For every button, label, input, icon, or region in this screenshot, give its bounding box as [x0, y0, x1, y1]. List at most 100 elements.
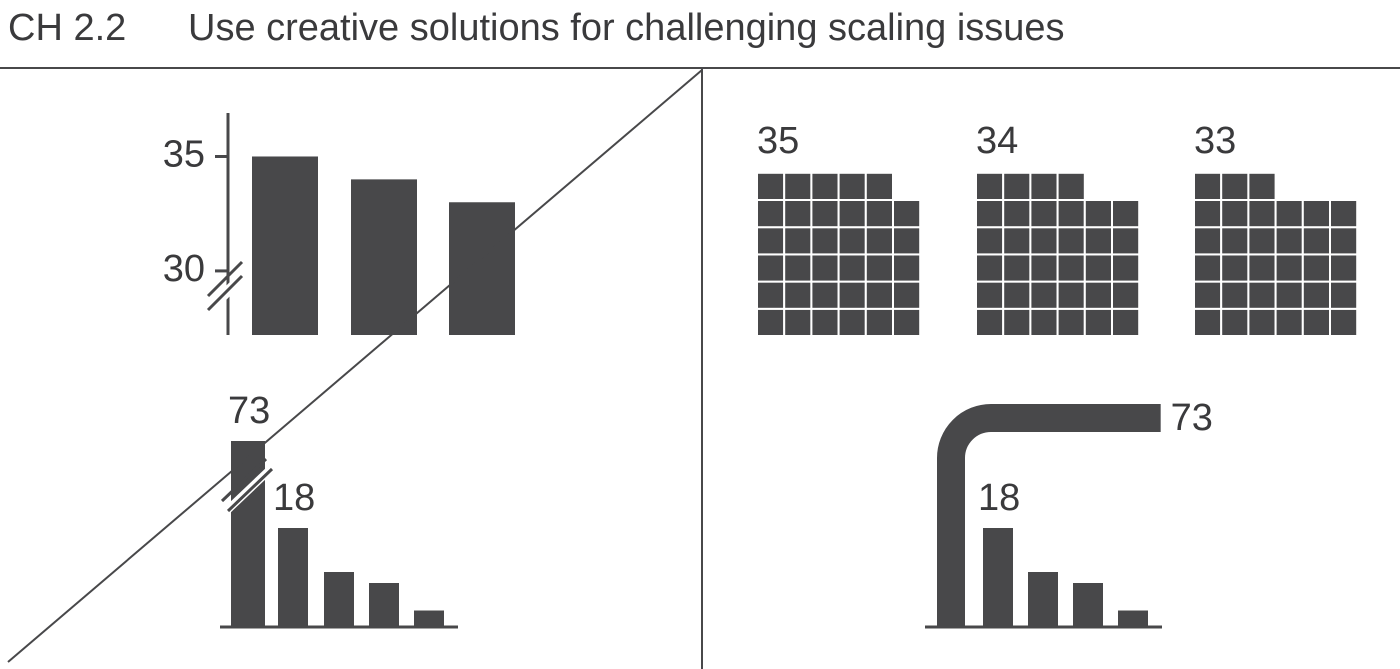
waffle-cell	[756, 280, 786, 310]
waffle-cell	[810, 199, 840, 229]
waffle-cell	[1029, 199, 1059, 229]
bar	[449, 202, 515, 335]
waffle-cell	[1029, 253, 1059, 283]
y-tick-label: 35	[163, 134, 205, 176]
waffle-cell	[864, 253, 894, 283]
bar	[278, 528, 308, 627]
waffle-cell	[975, 253, 1005, 283]
bar	[1028, 572, 1058, 627]
waffle-cell	[1193, 171, 1223, 202]
waffle-cell	[975, 199, 1005, 229]
waffle-cell	[1083, 280, 1114, 310]
waffle-cell	[975, 280, 1005, 310]
waffle-cell	[1247, 199, 1277, 229]
waffle-cell	[864, 226, 894, 256]
waffle-cell	[1029, 226, 1059, 256]
value-label: 73	[228, 390, 270, 432]
waffle-cell	[1083, 307, 1114, 337]
waffle-cell	[837, 307, 867, 337]
waffle-cell	[1274, 226, 1304, 256]
waffle-cell	[1247, 307, 1277, 337]
waffle-cell	[783, 226, 813, 256]
waffle-cell	[756, 307, 786, 337]
waffle-cell	[1301, 199, 1332, 229]
waffle-cell	[864, 171, 894, 202]
bar	[1073, 583, 1103, 627]
waffle-cell	[1274, 199, 1304, 229]
figure-title: Use creative solutions for challenging s…	[188, 7, 1065, 49]
axis-break-mark	[206, 274, 244, 312]
value-label: 34	[976, 120, 1018, 162]
waffle-cell	[1029, 307, 1059, 337]
waffle-cell	[1220, 253, 1250, 283]
waffle-cell	[1029, 280, 1059, 310]
waffle-cell	[1220, 307, 1250, 337]
bar-break-mark	[226, 467, 274, 513]
waffle-cell	[783, 307, 813, 337]
waffle-cell	[975, 171, 1005, 202]
waffle-cell	[1056, 226, 1086, 256]
waffle-cell	[1056, 199, 1086, 229]
waffle-cell	[1002, 226, 1032, 256]
waffle-cell	[837, 171, 867, 202]
waffle-cell	[837, 253, 867, 283]
waffle-cell	[1111, 199, 1141, 229]
waffle-cell	[1056, 280, 1086, 310]
waffle-cell	[1274, 307, 1304, 337]
waffle-cell	[1111, 253, 1141, 283]
waffle-cell	[1111, 280, 1141, 310]
waffle-cell	[837, 280, 867, 310]
waffle-cell	[810, 253, 840, 283]
waffle-cell	[837, 199, 867, 229]
waffle-cell	[1220, 171, 1250, 202]
waffle-cell	[783, 253, 813, 283]
waffle-cell	[1220, 280, 1250, 310]
waffle-cell	[1002, 307, 1032, 337]
waffle-cell	[1220, 199, 1250, 229]
waffle-cell	[864, 280, 894, 310]
strike-through	[7, 69, 703, 663]
waffle-cell	[1056, 307, 1086, 337]
waffle-cell	[1329, 226, 1359, 256]
waffle-cell	[975, 226, 1005, 256]
waffle-cell	[837, 226, 867, 256]
waffle-cell	[892, 226, 922, 256]
waffle-cell	[1247, 280, 1277, 310]
waffle-cell	[1274, 253, 1304, 283]
value-label: 73	[1171, 397, 1213, 439]
bar	[983, 528, 1013, 627]
waffle-cell	[810, 226, 840, 256]
waffle-cell	[1083, 199, 1114, 229]
bar-break-mark	[220, 457, 268, 503]
waffle-cell	[1274, 280, 1304, 310]
waffle-cell	[756, 226, 786, 256]
waffle-cell	[783, 171, 813, 202]
waffle	[756, 171, 922, 337]
waffle-cell	[756, 199, 786, 229]
waffle-cell	[1083, 253, 1114, 283]
waffle-cell	[810, 307, 840, 337]
waffle-cell	[1247, 171, 1277, 202]
waffle-cell	[1193, 307, 1223, 337]
waffle-cell	[1193, 280, 1223, 310]
waffle-cell	[1247, 226, 1277, 256]
waffle-cell	[810, 171, 840, 202]
y-tick-label: 30	[163, 248, 205, 290]
waffle-cell	[1220, 226, 1250, 256]
waffle-cell	[1193, 226, 1223, 256]
waffle	[975, 171, 1141, 337]
waffle-cell	[810, 280, 840, 310]
waffle-cell	[1301, 307, 1332, 337]
bent-bar	[937, 404, 1161, 627]
waffle-cell	[1329, 199, 1359, 229]
waffle-cell	[756, 171, 786, 202]
bar	[252, 156, 318, 335]
value-label: 33	[1194, 120, 1236, 162]
waffle-cell	[1301, 226, 1332, 256]
bar	[324, 572, 354, 627]
waffle	[1193, 171, 1359, 337]
waffle-cell	[1329, 280, 1359, 310]
waffle-cell	[1111, 226, 1141, 256]
waffle-cell	[1329, 307, 1359, 337]
